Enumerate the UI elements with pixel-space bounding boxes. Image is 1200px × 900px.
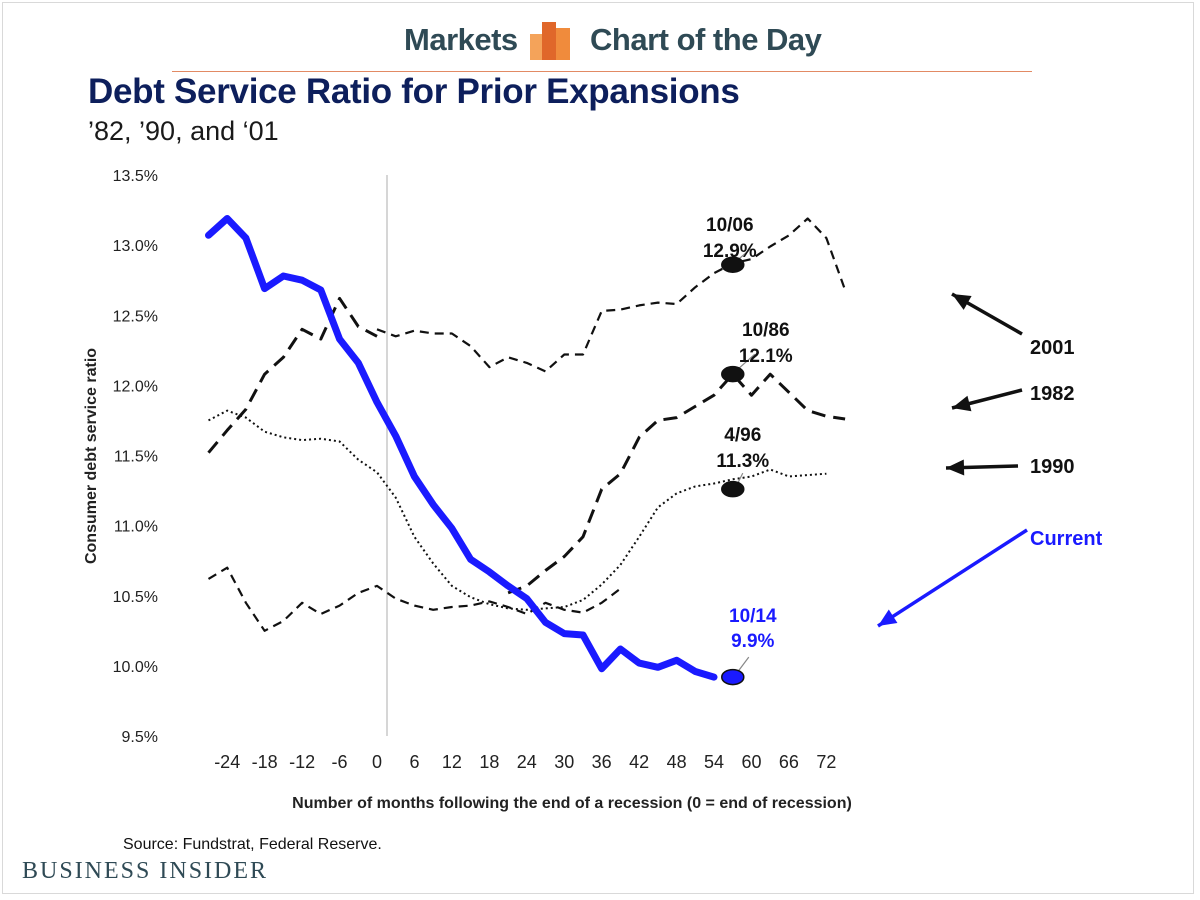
series-line-1982	[207, 296, 378, 454]
annotation-value: 9.9%	[731, 631, 774, 652]
legend-label-current: Current	[1030, 528, 1103, 550]
annotation-date: 4/96	[724, 425, 761, 446]
bar-logo-icon	[530, 22, 570, 60]
x-tick-label: 6	[409, 752, 419, 772]
y-tick-label: 10.5%	[113, 589, 158, 606]
x-tick-label: 48	[667, 752, 687, 772]
legend-current-arrow-head	[878, 609, 898, 626]
header-rule	[172, 71, 1032, 72]
markets-label: Markets	[404, 22, 518, 57]
legend-label-2001: 2001	[1030, 337, 1075, 359]
annotation-marker	[721, 668, 745, 686]
series-line-2001b	[376, 217, 847, 373]
annotation-date: 10/86	[742, 320, 790, 341]
y-tick-label: 12.0%	[113, 378, 158, 395]
annotation-value: 11.3%	[716, 451, 769, 472]
x-tick-label: 54	[704, 752, 724, 772]
legend-1990-arrow-head	[946, 459, 965, 476]
series-line-1982b	[507, 372, 846, 595]
x-tick-label: -12	[289, 752, 315, 772]
x-tick-label: -24	[214, 752, 240, 772]
annotation-marker	[721, 480, 745, 498]
x-tick-label: 24	[517, 752, 537, 772]
x-tick-label: -6	[332, 752, 348, 772]
annotation-value: 12.1%	[739, 346, 793, 367]
chart-of-the-day-label: Chart of the Day	[590, 22, 822, 57]
y-tick-label: 11.5%	[114, 449, 158, 466]
chart-subtitle: ’82, ’90, and ‘01	[88, 116, 279, 146]
y-tick-label: 9.5%	[122, 729, 158, 746]
x-tick-label: 12	[442, 752, 462, 772]
publisher-logo: BUSINESS INSIDER	[22, 858, 269, 884]
x-tick-label: 60	[741, 752, 761, 772]
x-tick-label: 30	[554, 752, 574, 772]
y-tick-label: 10.0%	[113, 659, 158, 676]
series-line-current	[205, 215, 718, 681]
y-tick-label: 11.0%	[114, 519, 158, 536]
x-tick-label: 66	[779, 752, 799, 772]
annotation-value: 12.9%	[703, 241, 757, 262]
legend-label-1982: 1982	[1030, 383, 1075, 405]
x-tick-label: 36	[592, 752, 612, 772]
y-axis-label: Consumer debt service ratio	[83, 348, 100, 564]
legend-1982-arrow-head	[952, 395, 972, 412]
series-line-1990	[208, 409, 827, 611]
x-tick-label: 72	[816, 752, 836, 772]
x-tick-label: 42	[629, 752, 649, 772]
y-tick-label: 13.0%	[113, 238, 158, 255]
y-tick-label: 12.5%	[113, 308, 158, 325]
legend-2001-arrow-head	[952, 294, 972, 310]
annotation-leader	[736, 353, 756, 371]
annotation-date: 10/14	[729, 606, 777, 627]
x-axis-label: Number of months following the end of a …	[292, 795, 852, 812]
x-tick-label: 18	[479, 752, 499, 772]
y-tick-label: 13.5%	[113, 168, 158, 185]
series-line-2001	[207, 566, 622, 632]
legend-label-1990: 1990	[1030, 456, 1075, 478]
x-tick-label: -18	[252, 752, 278, 772]
chart-title: Debt Service Ratio for Prior Expansions	[88, 72, 740, 111]
annotation-date: 10/06	[706, 215, 754, 236]
source-note: Source: Fundstrat, Federal Reserve.	[123, 836, 382, 853]
annotation-marker	[721, 256, 745, 274]
legend-current-arrow-line	[877, 528, 1028, 628]
x-tick-label: 0	[372, 752, 382, 772]
annotation-marker	[721, 365, 745, 383]
